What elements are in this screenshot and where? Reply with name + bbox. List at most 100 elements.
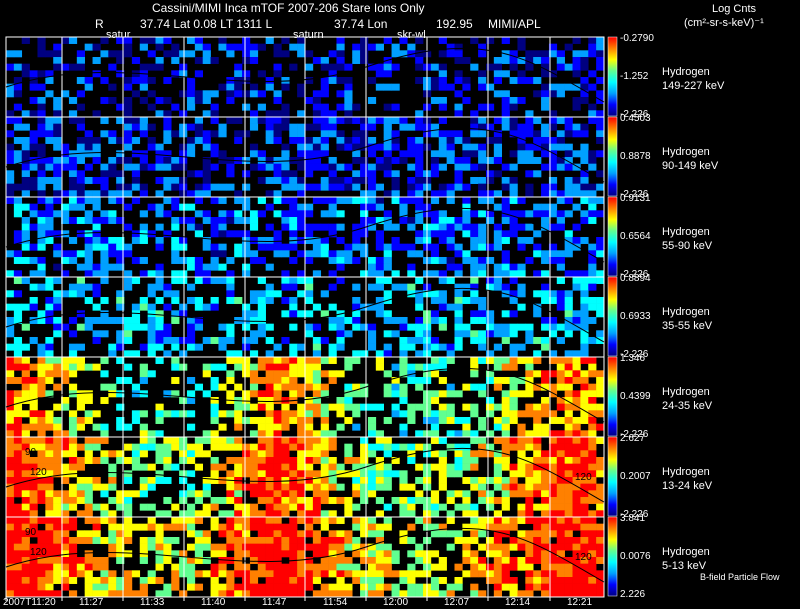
heatmap-cell	[273, 237, 282, 244]
heatmap-cell	[462, 497, 471, 504]
heatmap-cell	[344, 250, 353, 258]
heatmap-cell	[92, 230, 101, 238]
heatmap-cell	[360, 590, 369, 598]
heatmap-cell	[305, 290, 314, 298]
heatmap-cell	[446, 197, 455, 204]
heatmap-cell	[541, 450, 550, 458]
heatmap-cell	[116, 450, 125, 458]
heatmap-cell	[572, 70, 581, 78]
heatmap-cell	[541, 543, 550, 551]
heatmap-cell	[21, 177, 30, 184]
heatmap-cell	[454, 223, 463, 231]
heatmap-cell	[438, 417, 447, 424]
heatmap-cell	[478, 117, 487, 124]
heatmap-cell	[289, 230, 298, 238]
heatmap-cell	[493, 230, 503, 238]
heatmap-cell	[37, 157, 46, 164]
heatmap-cell	[155, 310, 164, 318]
heatmap-cell	[171, 217, 180, 224]
heatmap-cell	[305, 497, 314, 504]
heatmap-cell	[273, 210, 282, 218]
heatmap-cell	[265, 383, 274, 391]
heatmap-cell	[45, 530, 54, 538]
heatmap-cell	[76, 150, 85, 158]
heatmap-cell	[517, 557, 526, 564]
heatmap-cell	[68, 170, 78, 178]
heatmap-cell	[478, 163, 487, 171]
heatmap-cell	[249, 570, 259, 578]
heatmap-cell	[37, 197, 46, 204]
heatmap-cell	[186, 37, 196, 44]
heatmap-cell	[273, 130, 282, 138]
heatmap-cell	[53, 543, 62, 551]
heatmap-cell	[470, 150, 479, 158]
heatmap-cell	[415, 143, 424, 151]
heatmap-cell	[320, 57, 329, 64]
heatmap-cell	[517, 70, 526, 78]
heatmap-cell	[45, 550, 54, 558]
heatmap-cell	[462, 450, 471, 458]
heatmap-cell	[517, 143, 526, 151]
heatmap-cell	[344, 330, 353, 338]
heatmap-cell	[147, 137, 156, 144]
heatmap-cell	[210, 503, 219, 511]
heatmap-cell	[407, 563, 416, 571]
heatmap-cell	[572, 437, 581, 444]
heatmap-cell	[21, 557, 30, 564]
heatmap-cell	[525, 517, 534, 524]
heatmap-cell	[360, 243, 369, 251]
heatmap-cell	[367, 337, 377, 344]
heatmap-cell	[564, 457, 573, 464]
heatmap-cell	[297, 570, 306, 578]
heatmap-cell	[155, 337, 164, 344]
heatmap-cell	[249, 43, 259, 51]
heatmap-cell	[147, 350, 156, 358]
heatmap-cell	[312, 537, 322, 544]
heatmap-cell	[124, 137, 133, 144]
heatmap-cell	[6, 143, 15, 151]
colorbar-mid: 0.4399	[620, 391, 651, 402]
heatmap-cell	[446, 243, 455, 251]
heatmap-cell	[124, 183, 133, 191]
heatmap-cell	[6, 370, 15, 378]
heatmap-cell	[84, 283, 93, 291]
heatmap-cell	[548, 490, 558, 498]
heatmap-cell	[281, 103, 290, 111]
heatmap-cell	[556, 570, 565, 578]
heatmap-cell	[273, 383, 282, 391]
heatmap-cell	[297, 143, 306, 151]
heatmap-cell	[37, 223, 46, 231]
heatmap-cell	[289, 383, 298, 391]
heatmap-cell	[194, 210, 204, 218]
heatmap-cell	[517, 563, 526, 571]
heatmap-cell	[155, 563, 164, 571]
heatmap-cell	[525, 357, 534, 364]
heatmap-cell	[116, 217, 125, 224]
heatmap-cell	[116, 137, 125, 144]
heatmap-cell	[541, 563, 550, 571]
heatmap-cell	[116, 337, 125, 344]
heatmap-cell	[68, 343, 78, 351]
heatmap-cell	[312, 237, 322, 244]
energy-range-label: 55-90 keV	[662, 240, 713, 252]
heatmap-cell	[116, 403, 125, 411]
heatmap-cell	[352, 350, 361, 358]
heatmap-cell	[147, 430, 156, 438]
heatmap-cell	[383, 170, 392, 178]
heatmap-cell	[124, 270, 133, 278]
heatmap-cell	[501, 203, 510, 211]
heatmap-cell	[210, 250, 219, 258]
heatmap-cell	[533, 583, 542, 591]
heatmap-cell	[533, 230, 542, 238]
energy-range-label: 35-55 keV	[662, 320, 713, 332]
heatmap-cell	[383, 163, 392, 171]
heatmap-cell	[226, 210, 235, 218]
heatmap-cell	[76, 250, 85, 258]
heatmap-cell	[202, 237, 211, 244]
heatmap-cell	[438, 470, 447, 478]
heatmap-cell	[517, 357, 526, 364]
heatmap-cell	[92, 317, 101, 324]
heatmap-cell	[501, 403, 510, 411]
heatmap-cell	[202, 157, 211, 164]
